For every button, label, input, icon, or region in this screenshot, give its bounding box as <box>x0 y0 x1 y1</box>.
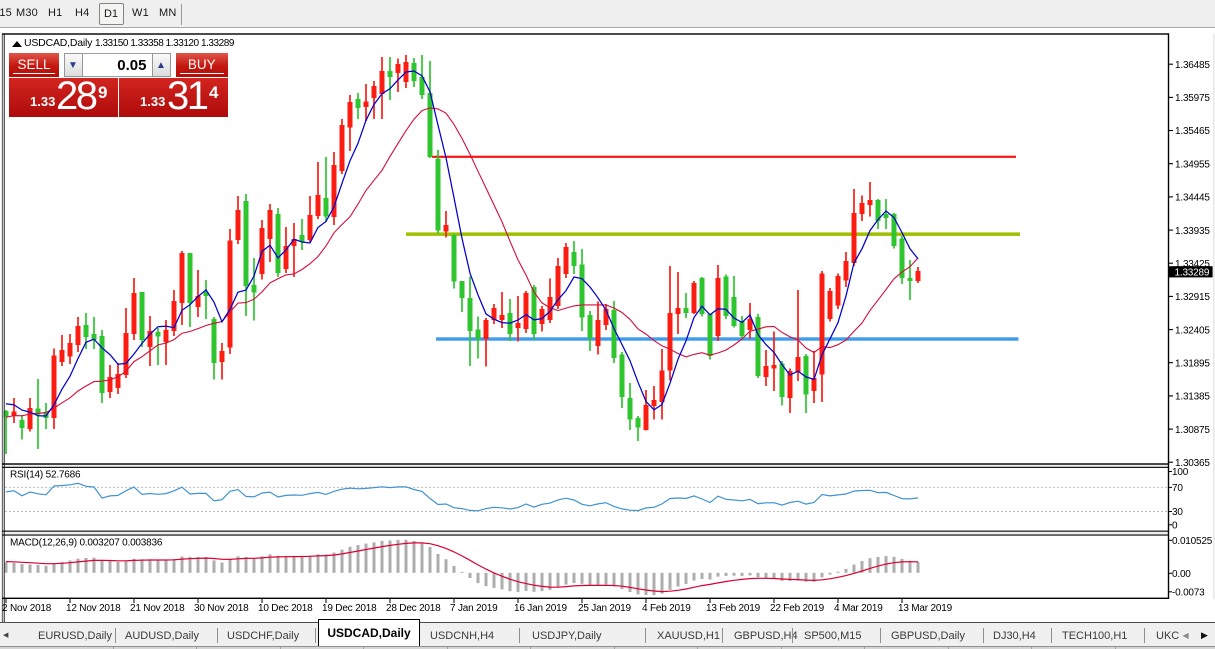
svg-text:30: 30 <box>1172 507 1183 518</box>
svg-text:-0.0073: -0.0073 <box>1172 588 1205 599</box>
svg-text:25 Jan 2019: 25 Jan 2019 <box>578 603 631 614</box>
svg-text:1.35465: 1.35465 <box>1175 126 1210 137</box>
svg-text:1.34955: 1.34955 <box>1175 159 1210 170</box>
svg-text:4 Feb 2019: 4 Feb 2019 <box>642 603 691 614</box>
svg-text:30 Nov 2018: 30 Nov 2018 <box>194 603 249 614</box>
svg-text:16 Jan 2019: 16 Jan 2019 <box>514 603 567 614</box>
svg-text:1.33289: 1.33289 <box>1175 267 1210 278</box>
svg-text:1.30875: 1.30875 <box>1175 425 1210 436</box>
svg-text:1.31895: 1.31895 <box>1175 358 1210 369</box>
svg-text:1.32405: 1.32405 <box>1175 325 1210 336</box>
svg-text:70: 70 <box>1172 483 1183 494</box>
svg-text:100: 100 <box>1172 467 1189 478</box>
svg-text:1.33935: 1.33935 <box>1175 226 1210 237</box>
svg-text:13 Feb 2019: 13 Feb 2019 <box>706 603 761 614</box>
svg-text:7 Jan 2019: 7 Jan 2019 <box>450 603 498 614</box>
svg-text:0: 0 <box>1172 521 1178 532</box>
svg-text:22 Feb 2019: 22 Feb 2019 <box>770 603 825 614</box>
svg-text:12 Nov 2018: 12 Nov 2018 <box>66 603 121 614</box>
svg-text:MACD(12,26,9) 0.003207 0.00383: MACD(12,26,9) 0.003207 0.003836 <box>10 538 163 549</box>
svg-text:1.35975: 1.35975 <box>1175 93 1210 104</box>
svg-text:13 Mar 2019: 13 Mar 2019 <box>898 603 953 614</box>
svg-text:21 Nov 2018: 21 Nov 2018 <box>130 603 185 614</box>
svg-text:1.33425: 1.33425 <box>1175 259 1210 270</box>
svg-text:2 Nov 2018: 2 Nov 2018 <box>2 603 52 614</box>
svg-text:1.34445: 1.34445 <box>1175 193 1210 204</box>
svg-text:1.36485: 1.36485 <box>1175 60 1210 71</box>
svg-text:0.00: 0.00 <box>1172 569 1191 580</box>
svg-text:0.010525: 0.010525 <box>1172 536 1213 547</box>
svg-text:19 Dec 2018: 19 Dec 2018 <box>322 603 377 614</box>
svg-text:1.31385: 1.31385 <box>1175 392 1210 403</box>
svg-text:1.30365: 1.30365 <box>1175 458 1210 469</box>
svg-text:RSI(14) 52.7686: RSI(14) 52.7686 <box>10 470 81 481</box>
svg-text:1.32915: 1.32915 <box>1175 292 1210 303</box>
svg-text:10 Dec 2018: 10 Dec 2018 <box>258 603 313 614</box>
svg-text:28 Dec 2018: 28 Dec 2018 <box>386 603 441 614</box>
svg-text:4 Mar 2019: 4 Mar 2019 <box>834 603 883 614</box>
